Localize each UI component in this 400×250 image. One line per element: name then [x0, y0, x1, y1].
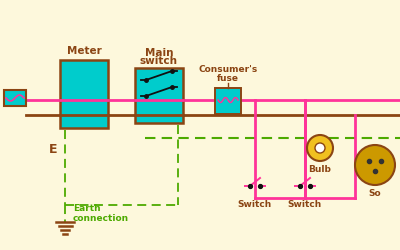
Text: E: E	[49, 143, 57, 156]
Text: fuse: fuse	[217, 74, 239, 83]
Circle shape	[307, 135, 333, 161]
FancyBboxPatch shape	[135, 68, 183, 123]
FancyBboxPatch shape	[60, 60, 108, 128]
Text: switch: switch	[140, 56, 178, 66]
FancyBboxPatch shape	[215, 88, 241, 114]
Text: Switch: Switch	[288, 200, 322, 209]
Text: Bulb: Bulb	[308, 165, 332, 174]
Text: Meter: Meter	[67, 46, 101, 56]
Text: Consumer's: Consumer's	[198, 65, 258, 74]
Text: Switch: Switch	[238, 200, 272, 209]
Circle shape	[355, 145, 395, 185]
Text: Main: Main	[145, 48, 173, 58]
Circle shape	[315, 143, 325, 153]
Text: Earth
connection: Earth connection	[73, 204, 129, 224]
Text: So: So	[369, 189, 381, 198]
FancyBboxPatch shape	[4, 90, 26, 106]
